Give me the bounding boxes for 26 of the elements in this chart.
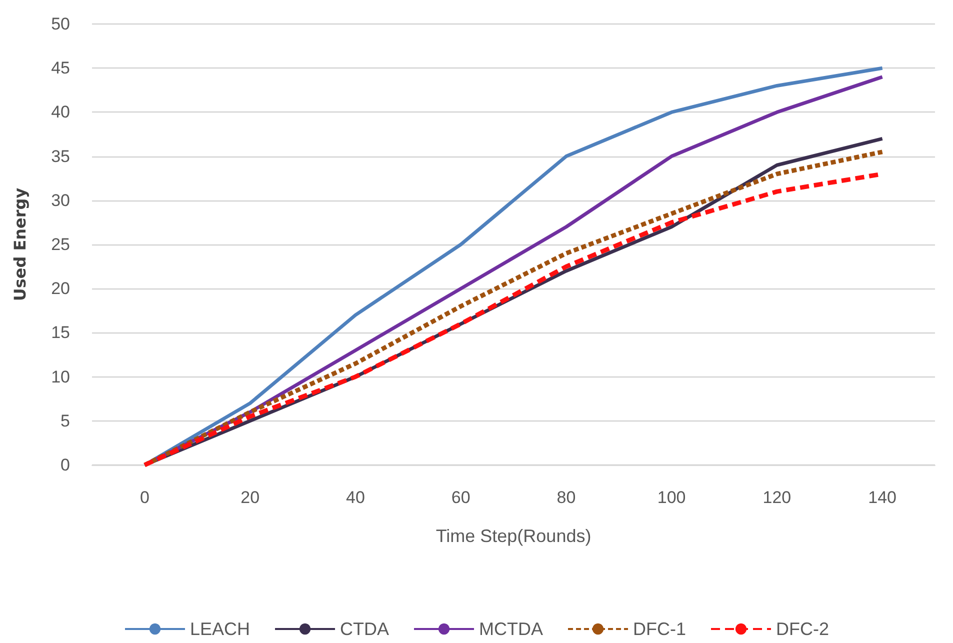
legend-label: DFC-1 [633, 619, 686, 639]
y-tick-label: 15 [51, 323, 70, 342]
x-tick-label: 60 [451, 488, 470, 507]
legend-label: CTDA [340, 619, 390, 639]
legend-label: DFC-2 [776, 619, 830, 639]
x-tick-label: 140 [868, 488, 896, 507]
x-tick-label: 40 [346, 488, 365, 507]
y-tick-label: 10 [51, 367, 70, 386]
x-tick-label: 100 [657, 488, 686, 507]
y-tick-label: 40 [51, 102, 70, 122]
y-tick-label: 30 [51, 190, 70, 210]
y-tick-label: 20 [51, 279, 70, 298]
y-tick-label: 45 [51, 58, 70, 78]
x-tick-label: 0 [140, 488, 150, 507]
legend-label: MCTDA [479, 619, 544, 639]
y-tick-label: 0 [60, 456, 70, 474]
x-tick-label: 80 [556, 488, 576, 507]
y-tick-label: 35 [51, 146, 70, 166]
x-tick-label: 120 [762, 488, 792, 507]
y-tick-label: 25 [51, 235, 70, 254]
y-tick-label: 5 [60, 411, 70, 430]
legend-label: LEACH [190, 619, 250, 639]
y-tick-label: 50 [51, 14, 70, 34]
x-axis-title: Time Step(Rounds) [436, 526, 592, 546]
x-tick-label: 20 [240, 488, 260, 507]
y-axis-title: Used Energy [10, 187, 30, 302]
